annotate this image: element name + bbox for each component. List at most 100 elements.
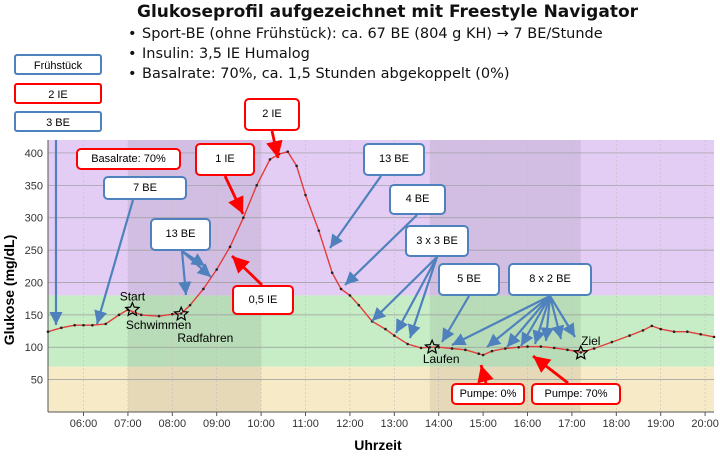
data-point	[82, 323, 85, 327]
data-point	[699, 332, 702, 336]
annotation-arrow	[540, 295, 554, 342]
data-point	[650, 324, 654, 328]
data-point	[641, 329, 645, 332]
star-marker	[423, 338, 441, 355]
data-point	[490, 349, 494, 353]
x-tick-label: 07:00	[114, 418, 142, 430]
data-point	[517, 345, 520, 349]
data-point	[202, 287, 205, 291]
data-point	[357, 303, 361, 307]
data-point	[579, 351, 583, 354]
data-point	[295, 164, 298, 168]
callout-0-5-ie: 0,5 IE	[232, 285, 294, 315]
callout-4-be: 4 BE	[389, 184, 446, 215]
y-tick-label: 300	[25, 213, 43, 225]
data-point	[526, 345, 529, 348]
callout-1-ie: 1 IE	[195, 143, 255, 176]
data-point	[419, 346, 423, 350]
annotation-arrow	[266, 130, 283, 159]
data-point	[255, 184, 258, 187]
data-point	[46, 330, 50, 333]
data-point	[339, 287, 343, 291]
data-point	[450, 347, 454, 350]
data-point	[437, 345, 441, 349]
star-marker	[572, 344, 589, 360]
marker-label: Start	[120, 290, 146, 304]
x-tick-label: 15:00	[469, 418, 497, 430]
data-point	[188, 303, 192, 307]
x-tick-label: 18:00	[603, 418, 631, 430]
data-point	[60, 326, 63, 330]
data-point	[406, 342, 409, 346]
star-marker	[173, 305, 190, 322]
activity-label: Laufen	[423, 352, 460, 366]
x-tick-label: 12:00	[336, 418, 364, 430]
x-tick-label: 19:00	[647, 418, 675, 430]
annotation-arrow	[451, 295, 551, 346]
x-tick-label: 06:00	[70, 418, 98, 430]
y-tick-label: 100	[25, 342, 43, 354]
callout-pumpe-70: Pumpe: 70%	[531, 383, 621, 405]
x-tick-label: 16:00	[514, 418, 542, 430]
y-tick-label: 400	[25, 148, 43, 160]
data-point	[73, 323, 76, 327]
summary-item-sport: Sport-BE (ohne Frühstück): ca. 67 BE (80…	[128, 24, 603, 44]
data-point	[686, 330, 689, 333]
callout-pumpe-0: Pumpe: 0%	[451, 383, 525, 405]
chart-axes: 50 100 150 200 250 300 350 400 06:00 07:00 08:00 09…	[25, 140, 719, 430]
marker-label: Ziel	[581, 334, 600, 348]
data-point	[672, 330, 676, 333]
data-point	[104, 322, 108, 326]
data-point	[157, 314, 161, 318]
annotation-arrow	[477, 364, 494, 384]
data-point	[504, 347, 507, 350]
summary-item-basal: Basalrate: 70%, ca. 1,5 Stunden abgekopp…	[128, 64, 603, 84]
x-tick-label: 20:00	[691, 418, 719, 430]
callout-basalrate: Basalrate: 70%	[76, 148, 181, 170]
x-tick-label: 09:00	[203, 418, 231, 430]
data-point	[610, 340, 614, 344]
annotation-arrow	[181, 250, 206, 267]
annotation-arrow	[223, 175, 245, 215]
data-point	[179, 312, 183, 315]
data-point	[304, 193, 307, 197]
data-point	[139, 313, 143, 317]
annotation-arrow	[506, 295, 551, 348]
data-point	[552, 346, 556, 350]
y-axis-label: Glukose (mg/dL)	[1, 235, 17, 345]
legend-fruehstueck: Frühstück	[14, 54, 102, 75]
data-point	[464, 348, 467, 352]
callout-7-be: 7 BE	[103, 176, 187, 200]
data-point	[592, 347, 596, 350]
data-point	[628, 334, 631, 337]
data-point	[268, 158, 272, 161]
data-point	[228, 245, 232, 249]
annotation-arrow	[486, 295, 551, 348]
activity-label: Radfahren	[177, 331, 233, 345]
annotation-arrow	[395, 256, 438, 334]
data-point	[566, 348, 569, 352]
summary-list: Sport-BE (ohne Frühstück): ca. 67 BE (80…	[128, 24, 603, 84]
star-marker	[124, 301, 141, 317]
annotation-arrow	[178, 250, 192, 296]
callout-13-be-b: 13 BE	[363, 143, 425, 176]
annotation-arrows	[49, 130, 576, 385]
annotation-arrow	[520, 295, 551, 347]
annotation-arrow	[371, 256, 438, 322]
annotation-arrow	[548, 295, 565, 340]
data-point	[348, 294, 352, 297]
annotation-arrow	[532, 354, 569, 385]
data-point	[659, 327, 663, 331]
x-tick-label: 17:00	[558, 418, 586, 430]
summary-item-insulin: Insulin: 3,5 IE Humalog	[128, 44, 603, 64]
data-point	[286, 150, 290, 153]
x-tick-label: 13:00	[381, 418, 409, 430]
data-point	[539, 345, 543, 348]
legend-be: 3 BE	[14, 111, 102, 132]
x-tick-label: 10:00	[247, 418, 275, 430]
y-tick-label: 250	[25, 245, 43, 257]
callout-5-be: 5 BE	[438, 263, 500, 296]
callout-8x2-be: 8 x 2 BE	[508, 263, 592, 296]
y-tick-label: 50	[31, 375, 43, 387]
